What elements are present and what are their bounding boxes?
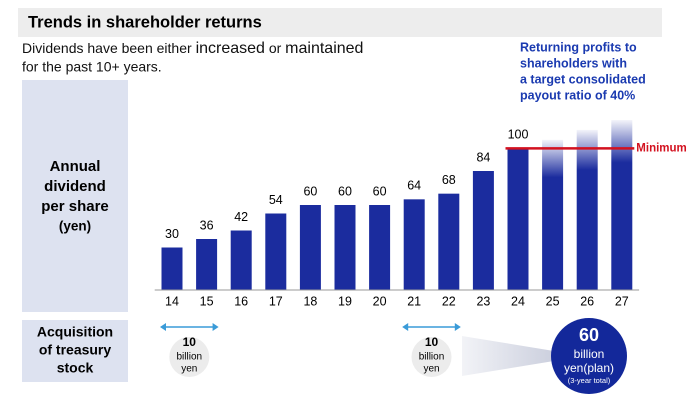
bar <box>438 193 460 290</box>
treasury-panel <box>22 320 128 382</box>
x-tick-label: 21 <box>407 294 421 308</box>
dividend-panel-label: Annual dividend per share (yen) <box>41 158 109 234</box>
arrow-head <box>402 323 409 331</box>
x-tick-label: 23 <box>476 294 490 308</box>
amount-unit: billion <box>419 352 445 363</box>
subtitle: Dividends have been either increased or … <box>22 40 363 58</box>
bar <box>403 199 425 290</box>
reference-label: Minimum <box>636 142 686 154</box>
panel-text: of treasury <box>39 342 112 358</box>
bar <box>230 230 252 290</box>
arrow-head <box>454 323 461 331</box>
bar <box>576 129 598 290</box>
value-label: 64 <box>407 179 421 193</box>
amount-unit: yen <box>423 364 439 375</box>
annotation-line: payout ratio of 40% <box>520 88 635 102</box>
bar <box>507 148 529 290</box>
subtitle-part: Dividends have been either <box>22 40 196 56</box>
x-tick-label: 25 <box>546 294 560 308</box>
bar <box>196 239 218 290</box>
x-tick-label: 26 <box>580 294 594 308</box>
arrow-head <box>160 323 166 331</box>
value-label: 68 <box>442 173 456 187</box>
bar <box>265 213 287 290</box>
bar <box>369 205 391 290</box>
plan-unit: yen(plan) <box>564 361 614 375</box>
x-tick-label: 15 <box>200 294 214 308</box>
x-tick-label: 18 <box>303 294 317 308</box>
x-tick-label: 27 <box>615 294 629 308</box>
value-label: 100 <box>508 128 529 142</box>
plan-amount: 60 <box>579 325 599 345</box>
panel-text: (yen) <box>59 219 91 234</box>
annotation-line: Returning profits to <box>520 40 637 54</box>
plan-unit: billion <box>574 347 605 361</box>
header-title: Trends in shareholder returns <box>28 13 262 31</box>
value-label: 36 <box>200 218 214 232</box>
panel-text: stock <box>57 360 94 376</box>
treasury-panel-label: Acquisition of treasury stock <box>37 324 113 376</box>
plan-note: (3-year total) <box>568 376 611 385</box>
bar <box>472 171 494 290</box>
panel-text: Acquisition <box>37 324 113 340</box>
bar <box>299 205 321 290</box>
x-tick-label: 16 <box>234 294 248 308</box>
subtitle-part: maintained <box>285 40 363 57</box>
subtitle-line2: for the past 10+ years. <box>22 59 162 75</box>
value-label: 54 <box>269 193 283 207</box>
x-tick-label: 14 <box>165 294 179 308</box>
x-tick-label: 20 <box>373 294 387 308</box>
value-label: 60 <box>373 184 387 198</box>
amount-circle <box>169 337 210 377</box>
amount: 10 <box>183 335 197 349</box>
wedge <box>462 336 560 376</box>
amount-unit: yen <box>181 364 197 375</box>
panel-text: per share <box>41 198 109 215</box>
subtitle-part: or <box>265 40 285 56</box>
x-tick-label: 24 <box>511 294 525 308</box>
amount-circle <box>411 337 452 377</box>
header-bar <box>18 8 662 37</box>
value-label: 42 <box>234 210 248 224</box>
value-label: 60 <box>338 184 352 198</box>
dividend-panel <box>22 80 128 312</box>
value-label: 84 <box>476 150 490 164</box>
panel-text: dividend <box>44 178 106 195</box>
annotation-line: shareholders with <box>520 56 627 70</box>
subtitle-part: increased <box>196 40 265 57</box>
bar <box>542 139 564 290</box>
treasury-row: 10billionyen10billionyen60billionyen(pla… <box>160 318 627 394</box>
annotation-line: a target consolidated <box>520 72 646 86</box>
plan-circle <box>551 318 627 394</box>
annotation: Returning profits to shareholders with a… <box>520 40 646 102</box>
chart: 14 30 15 36 16 42 17 54 18 60 19 60 20 60 21 64 22 68 23 84… <box>154 120 687 308</box>
x-tick-label: 22 <box>442 294 456 308</box>
value-label: 30 <box>165 227 179 241</box>
panel-text: Annual <box>50 158 101 175</box>
amount-unit: billion <box>177 352 203 363</box>
value-label: 60 <box>303 184 317 198</box>
x-tick-label: 17 <box>269 294 283 308</box>
bar <box>611 120 633 290</box>
arrow-head <box>212 323 219 331</box>
amount: 10 <box>425 335 439 349</box>
bar <box>334 205 356 290</box>
x-tick-label: 19 <box>338 294 352 308</box>
bar <box>161 247 183 290</box>
